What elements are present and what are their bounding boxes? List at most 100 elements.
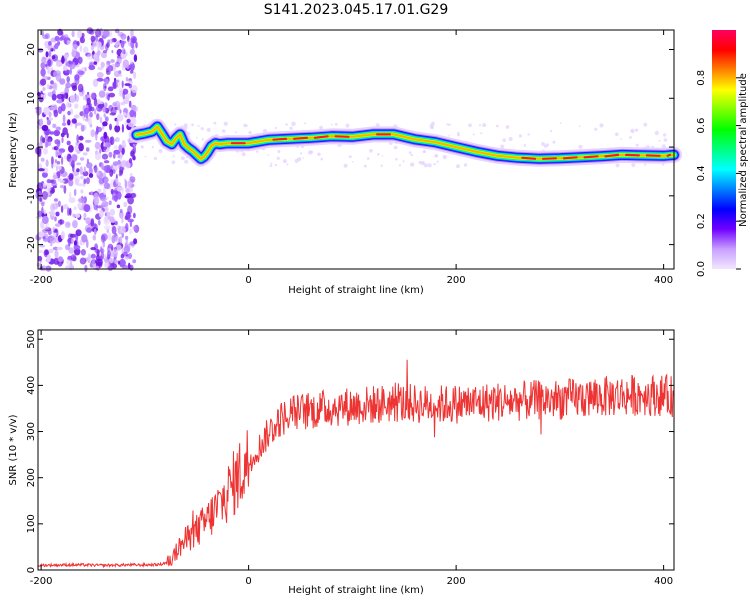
noise-blob xyxy=(73,114,80,119)
noise-blob xyxy=(97,171,100,176)
noise-blob xyxy=(101,125,105,130)
noise-blob xyxy=(45,51,49,58)
noise-blob xyxy=(115,73,123,77)
noise-blob xyxy=(90,218,95,227)
noise-blob xyxy=(130,192,137,199)
noise-speck xyxy=(241,152,246,157)
y-tick-label: -20 xyxy=(26,236,37,252)
noise-blob xyxy=(68,145,74,153)
noise-blob xyxy=(40,94,43,98)
noise-blob xyxy=(68,197,76,204)
noise-speck xyxy=(658,139,661,142)
noise-speck xyxy=(480,132,483,135)
x-tick-label: 200 xyxy=(447,576,466,587)
y-tick-label: 300 xyxy=(26,422,37,441)
noise-blob xyxy=(68,241,71,247)
noise-blob xyxy=(40,78,47,86)
noise-blob xyxy=(120,160,128,168)
ridge-peak xyxy=(604,153,620,158)
noise-speck xyxy=(151,145,154,149)
snr-x-label: Height of straight line (km) xyxy=(288,585,424,596)
noise-speck xyxy=(158,149,163,153)
noise-blob xyxy=(99,148,102,154)
noise-speck xyxy=(348,155,352,159)
noise-blob xyxy=(104,116,109,122)
noise-blob xyxy=(104,253,107,260)
noise-blob xyxy=(78,197,86,204)
noise-blob xyxy=(102,50,108,54)
noise-blob xyxy=(98,209,104,218)
noise-blob xyxy=(104,206,109,212)
ridge-peak xyxy=(583,155,599,159)
noise-blob xyxy=(109,112,116,116)
noise-blob xyxy=(71,237,74,244)
noise-speck xyxy=(620,138,622,140)
noise-blob xyxy=(120,33,127,40)
noise-speck xyxy=(629,136,632,139)
noise-blob xyxy=(80,175,84,180)
noise-speck xyxy=(420,161,425,166)
colorbar-tick-label: 0.2 xyxy=(696,213,707,229)
noise-blob xyxy=(64,53,69,59)
noise-blob xyxy=(42,87,46,91)
noise-speck xyxy=(468,123,472,128)
noise-blob xyxy=(60,231,65,240)
noise-blob xyxy=(115,178,118,185)
noise-blob xyxy=(132,225,137,231)
noise-blob xyxy=(88,167,93,175)
noise-blob xyxy=(67,119,71,126)
noise-speck xyxy=(381,155,384,157)
noise-blob xyxy=(125,222,129,232)
snr-panel: -200 0 200 400 0 100 200 300 400 500 Height of s… xyxy=(8,329,675,596)
noise-speck xyxy=(500,144,505,149)
noise-speck xyxy=(213,121,217,125)
spectrogram-y-label: Frequency (Hz) xyxy=(8,112,19,188)
noise-blob xyxy=(71,154,78,162)
noise-blob xyxy=(48,111,52,118)
noise-speck xyxy=(334,122,338,126)
noise-blob xyxy=(71,30,75,38)
noise-blob xyxy=(121,217,124,224)
noise-blob xyxy=(79,36,86,44)
noise-speck xyxy=(319,125,323,130)
noise-blob xyxy=(67,110,71,116)
noise-blob xyxy=(68,207,72,216)
noise-speck xyxy=(427,163,432,168)
noise-speck xyxy=(338,143,342,147)
noise-blob xyxy=(51,182,58,187)
noise-blob xyxy=(101,200,105,205)
noise-blob xyxy=(47,69,50,75)
x-tick-label: 200 xyxy=(447,275,466,286)
spectrogram-noise-region xyxy=(35,27,672,273)
noise-blob xyxy=(39,244,46,248)
noise-speck xyxy=(559,122,562,124)
noise-speck xyxy=(174,123,177,126)
noise-speck xyxy=(282,159,287,164)
noise-blob xyxy=(64,221,71,229)
noise-blob xyxy=(59,179,65,184)
noise-blob xyxy=(104,102,108,108)
noise-speck xyxy=(286,163,289,166)
noise-blob xyxy=(122,59,129,68)
noise-speck xyxy=(337,144,340,147)
noise-blob xyxy=(113,149,121,155)
noise-speck xyxy=(363,164,367,168)
noise-speck xyxy=(615,163,620,168)
noise-blob xyxy=(57,165,62,170)
noise-blob xyxy=(73,188,77,197)
noise-blob xyxy=(124,83,131,87)
noise-blob xyxy=(128,100,132,108)
noise-blob xyxy=(38,250,44,253)
noise-speck xyxy=(410,162,415,167)
noise-speck xyxy=(518,134,523,138)
noise-blob xyxy=(98,219,101,226)
snr-y-label: SNR (10 * v/v) xyxy=(8,414,19,485)
colorbar-tick-label: 0.0 xyxy=(696,261,707,277)
noise-speck xyxy=(274,163,277,167)
colorbar-tick-label: 0.8 xyxy=(696,70,707,86)
noise-blob xyxy=(77,83,84,93)
noise-blob xyxy=(50,203,56,212)
ridge-peak xyxy=(624,153,641,157)
noise-blob xyxy=(103,82,107,92)
